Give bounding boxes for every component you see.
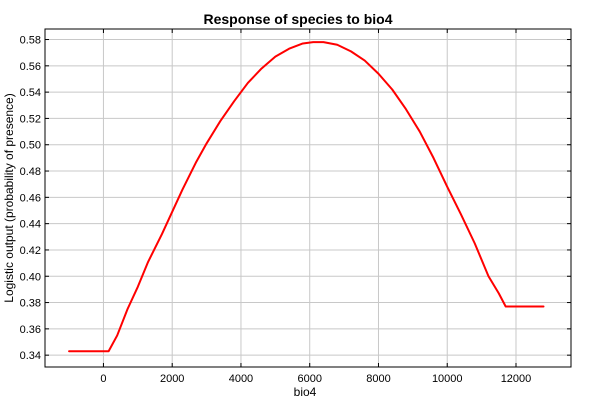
x-tick-label: 12000 <box>501 373 532 385</box>
y-tick-label: 0.52 <box>20 113 41 125</box>
x-tick-label: 2000 <box>160 373 184 385</box>
y-tick-label: 0.34 <box>20 350 41 362</box>
x-axis-label: bio4 <box>294 385 317 399</box>
y-tick-label: 0.38 <box>20 298 41 310</box>
response-curve-point <box>350 50 352 52</box>
y-tick-label: 0.54 <box>20 87 41 99</box>
response-curve-point <box>161 233 163 235</box>
response-curve-point <box>391 88 393 91</box>
response-curve-point <box>116 334 118 337</box>
response-curve-point <box>288 48 290 50</box>
y-tick-label: 0.50 <box>20 140 41 152</box>
response-curve-point <box>233 100 235 102</box>
x-tick-label: 6000 <box>297 373 321 385</box>
response-curve-point <box>274 56 276 58</box>
response-curve-point <box>171 211 173 213</box>
response-curve-point <box>322 41 325 43</box>
response-curve-point <box>247 82 249 84</box>
response-curve-point <box>336 44 338 46</box>
response-curve-point <box>137 286 139 288</box>
series-layer <box>68 41 545 353</box>
response-curve-point <box>405 108 407 110</box>
response-curve-point <box>108 350 110 352</box>
response-curve-point <box>364 59 366 62</box>
response-curve-point <box>515 305 517 308</box>
response-curve-point <box>312 41 314 43</box>
response-curve-point <box>474 242 476 244</box>
tick-layer: 0 2000 4000 6000 8000 10000 12000 0.34 0.36 0.38 0… <box>20 29 571 385</box>
response-curve-point <box>205 142 208 145</box>
response-curve-point <box>126 308 129 310</box>
y-tick-label: 0.46 <box>20 192 41 204</box>
response-curve-point <box>68 350 70 352</box>
y-tick-label: 0.42 <box>20 245 41 257</box>
response-curve-point <box>498 292 500 294</box>
chart-title: Response of species to bio4 <box>203 11 392 27</box>
response-curve-point <box>260 67 263 70</box>
x-tick-label: 4000 <box>229 373 253 385</box>
response-curve-point <box>460 213 462 216</box>
response-curve-point <box>432 157 435 159</box>
grid-layer <box>45 29 571 367</box>
response-curve-point <box>181 188 184 191</box>
x-tick-label: 8000 <box>366 373 390 385</box>
response-curve-point <box>195 161 197 163</box>
y-axis-label: Logistic output (probability of presence… <box>2 93 16 302</box>
y-tick-label: 0.36 <box>20 324 41 336</box>
response-curve-line <box>68 41 545 353</box>
y-tick-label: 0.40 <box>20 271 41 283</box>
y-tick-label: 0.58 <box>20 35 41 47</box>
response-curve-point <box>419 130 421 133</box>
response-curve-point <box>542 305 545 308</box>
y-tick-label: 0.56 <box>20 61 41 73</box>
response-curve-point <box>302 42 304 45</box>
response-curve-point <box>505 305 507 308</box>
response-curve-point <box>147 261 149 263</box>
x-tick-label: 0 <box>100 373 106 385</box>
response-curve-point <box>219 120 221 122</box>
response-curve-point <box>377 73 380 75</box>
response-curve-point <box>487 275 490 277</box>
x-tick-label: 10000 <box>432 373 463 385</box>
y-tick-label: 0.44 <box>20 219 41 231</box>
plot-frame <box>44 28 572 368</box>
y-tick-label: 0.48 <box>20 166 41 178</box>
response-curve-point <box>446 186 448 188</box>
